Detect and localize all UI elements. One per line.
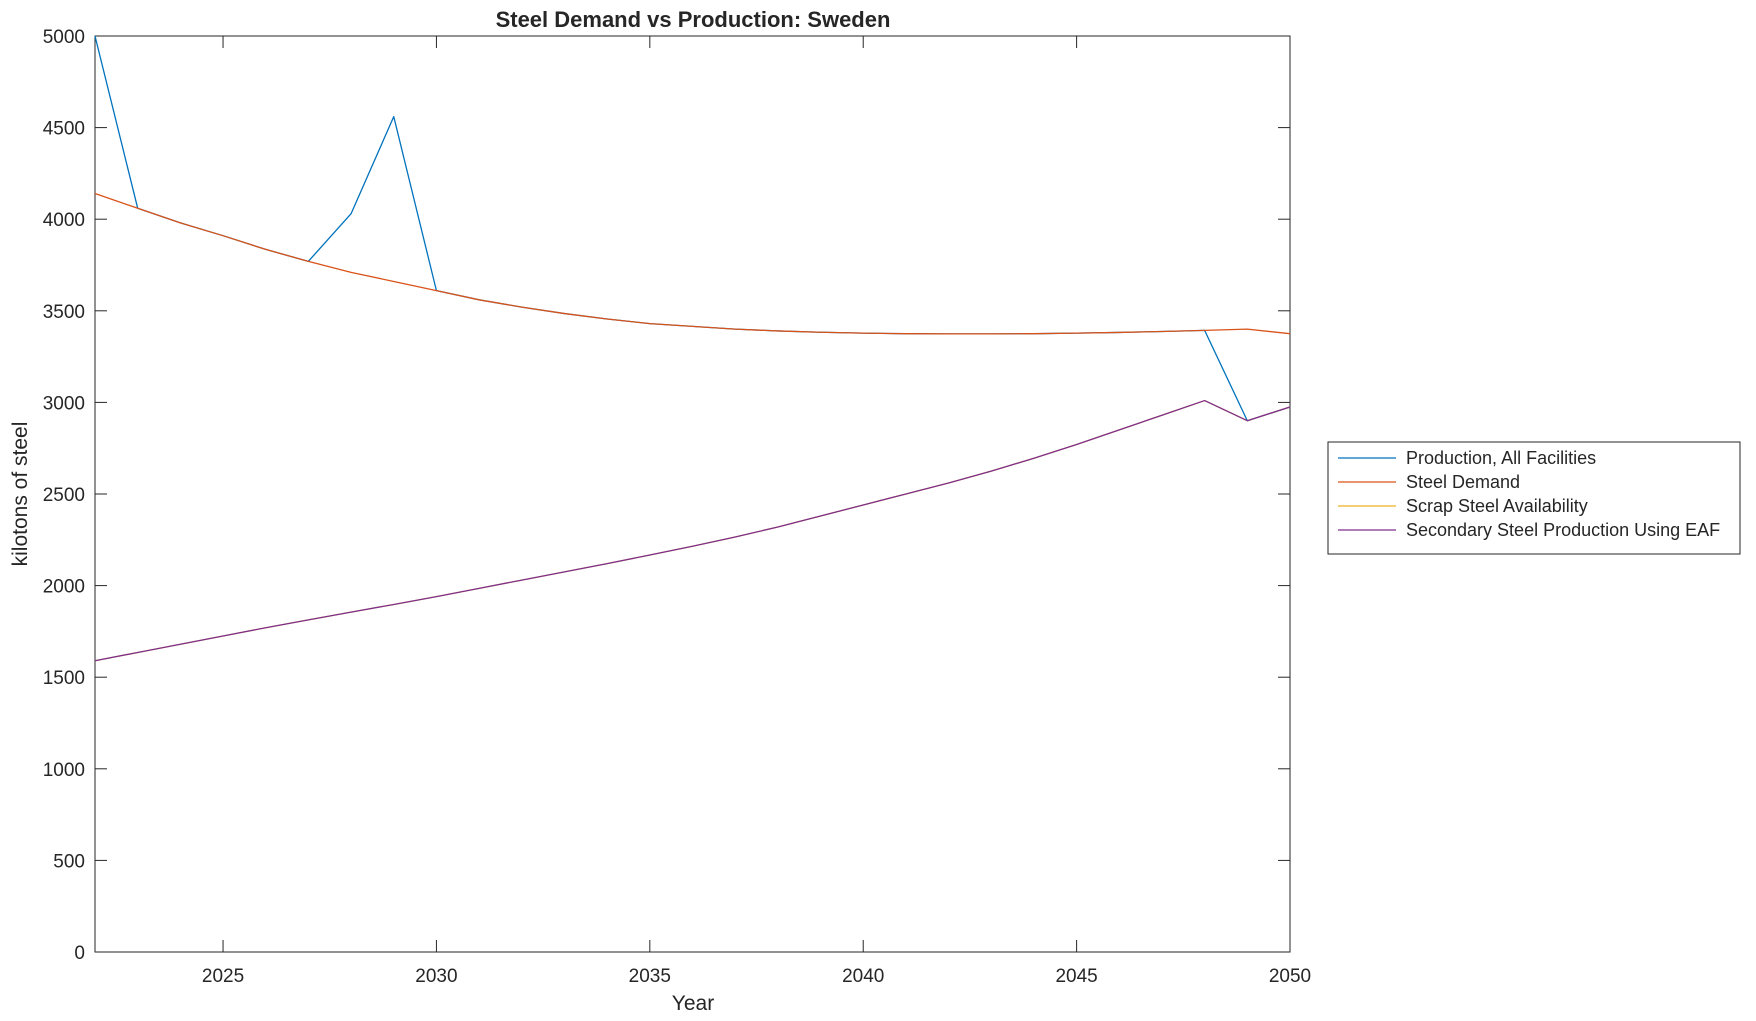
series-line-2: [94, 192, 1291, 335]
x-tick-label: 2045: [1055, 966, 1097, 987]
y-tick-label: 2500: [43, 485, 85, 506]
x-tick-label: 2025: [202, 966, 244, 987]
series-line-4: [94, 399, 1291, 662]
x-axis-label: Year: [672, 992, 714, 1015]
y-tick-label: 3500: [43, 302, 85, 323]
y-tick-label: 4000: [43, 210, 85, 231]
y-tick-label: 1500: [43, 668, 85, 689]
chart-title: Steel Demand vs Production: Sweden: [496, 7, 891, 32]
legend-label-3: Scrap Steel Availability: [1406, 496, 1588, 516]
legend-box: [1327, 441, 1741, 555]
y-tick-label: 2000: [43, 577, 85, 598]
y-axis-label: kilotons of steel: [9, 422, 32, 567]
y-tick-label: 3000: [43, 393, 85, 414]
plot-area: 2025 2030 2035 2040 2045 2050 0 500 1000 1500 2000…: [43, 27, 1311, 987]
legend-label-2: Steel Demand: [1406, 472, 1520, 492]
x-tick-label: 2035: [629, 966, 671, 987]
y-tick-label: 1000: [43, 760, 85, 781]
x-tick-label: 2050: [1269, 966, 1311, 987]
y-tick-label: 0: [74, 943, 85, 964]
y-tick-label: 500: [53, 851, 85, 872]
legend-label-4: Secondary Steel Production Using EAF: [1406, 520, 1720, 540]
x-tick-label: 2030: [415, 966, 457, 987]
legend-label-1: Production, All Facilities: [1406, 448, 1596, 468]
y-tick-label: 4500: [43, 119, 85, 140]
y-tick-label: 5000: [43, 27, 85, 48]
x-tick-label: 2040: [842, 966, 884, 987]
legend: Production, All Facilities Steel Demand Sc…: [1327, 441, 1741, 555]
